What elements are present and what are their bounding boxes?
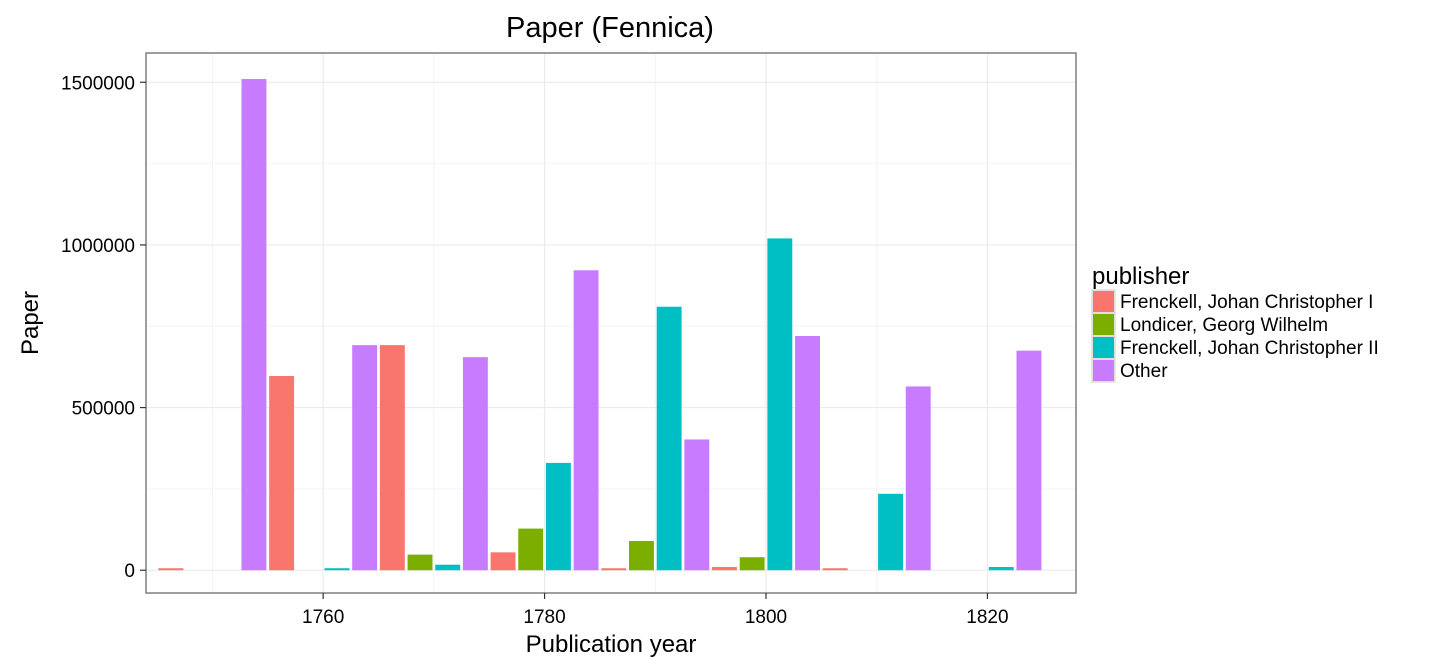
- bar-frenckell-johan-christopher-ii-1820: [988, 566, 1014, 571]
- bar-other-1780: [573, 270, 599, 571]
- bar-frenckell-johan-christopher-ii-1770: [435, 564, 461, 571]
- bar-frenckell-johan-christopher-ii-1760: [324, 568, 350, 571]
- bar-other-1820: [1016, 350, 1042, 571]
- bar-other-1760: [352, 345, 378, 571]
- legend-swatch: [1093, 360, 1114, 381]
- bar-frenckell-johan-christopher-ii-1780: [545, 462, 571, 571]
- bar-londicer-georg-wilhelm-1800: [739, 557, 765, 571]
- bar-frenckell-johan-christopher-ii-1790: [656, 306, 682, 571]
- x-tick-label: 1780: [523, 607, 565, 628]
- bar-londicer-georg-wilhelm-1790: [628, 540, 654, 571]
- legend: publisher Frenckell, Johan Christopher I…: [1091, 263, 1379, 383]
- bar-frenckell-johan-christopher-i-1810: [822, 568, 848, 571]
- bar-frenckell-johan-christopher-i-1750: [158, 568, 184, 571]
- bar-frenckell-johan-christopher-i-1780: [490, 552, 516, 571]
- bar-other-1810: [905, 386, 931, 571]
- plot-border: [145, 52, 1077, 594]
- bar-other-1800: [795, 336, 820, 571]
- bar-frenckell-johan-christopher-i-1790: [601, 568, 627, 571]
- bar-other-1790: [684, 439, 710, 571]
- x-tick-label: 1820: [966, 607, 1008, 628]
- legend-swatch: [1093, 291, 1114, 312]
- bar-frenckell-johan-christopher-ii-1810: [878, 493, 904, 571]
- bar-other-1770: [462, 357, 488, 571]
- plot-area: [145, 52, 1077, 594]
- bar-londicer-georg-wilhelm-1780: [518, 528, 544, 571]
- bar-frenckell-johan-christopher-i-1760: [269, 376, 295, 571]
- legend-swatch: [1093, 314, 1114, 335]
- bar-frenckell-johan-christopher-ii-1800: [767, 238, 793, 571]
- y-tick-label: 1500000: [61, 73, 135, 94]
- x-tick-label: 1800: [745, 607, 787, 628]
- grid-lines: [146, 53, 1076, 593]
- legend-label: Frenckell, Johan Christopher I: [1120, 292, 1373, 313]
- legend-title: publisher: [1092, 263, 1189, 290]
- y-tick-label: 500000: [72, 399, 135, 420]
- chart-title: Paper (Fennica): [506, 12, 714, 44]
- x-axis-title: Publication year: [526, 631, 697, 658]
- bar-frenckell-johan-christopher-i-1770: [379, 345, 405, 571]
- legend-swatch: [1093, 337, 1114, 358]
- legend-label: Other: [1120, 361, 1168, 382]
- bar-frenckell-johan-christopher-i-1800: [712, 566, 737, 571]
- x-tick-label: 1760: [302, 607, 344, 628]
- y-tick-label: 0: [124, 561, 135, 582]
- legend-label: Frenckell, Johan Christopher II: [1120, 338, 1379, 359]
- legend-label: Londicer, Georg Wilhelm: [1120, 315, 1328, 336]
- bar-other-1750: [241, 79, 267, 571]
- bar-londicer-georg-wilhelm-1770: [407, 554, 433, 571]
- y-axis: 0 500000 1000000 1500000: [61, 73, 146, 582]
- y-axis-title: Paper: [17, 291, 44, 355]
- bars: [158, 79, 1042, 571]
- x-axis: 1760 1780 1800 1820: [302, 593, 1009, 628]
- y-tick-label: 1000000: [61, 236, 135, 257]
